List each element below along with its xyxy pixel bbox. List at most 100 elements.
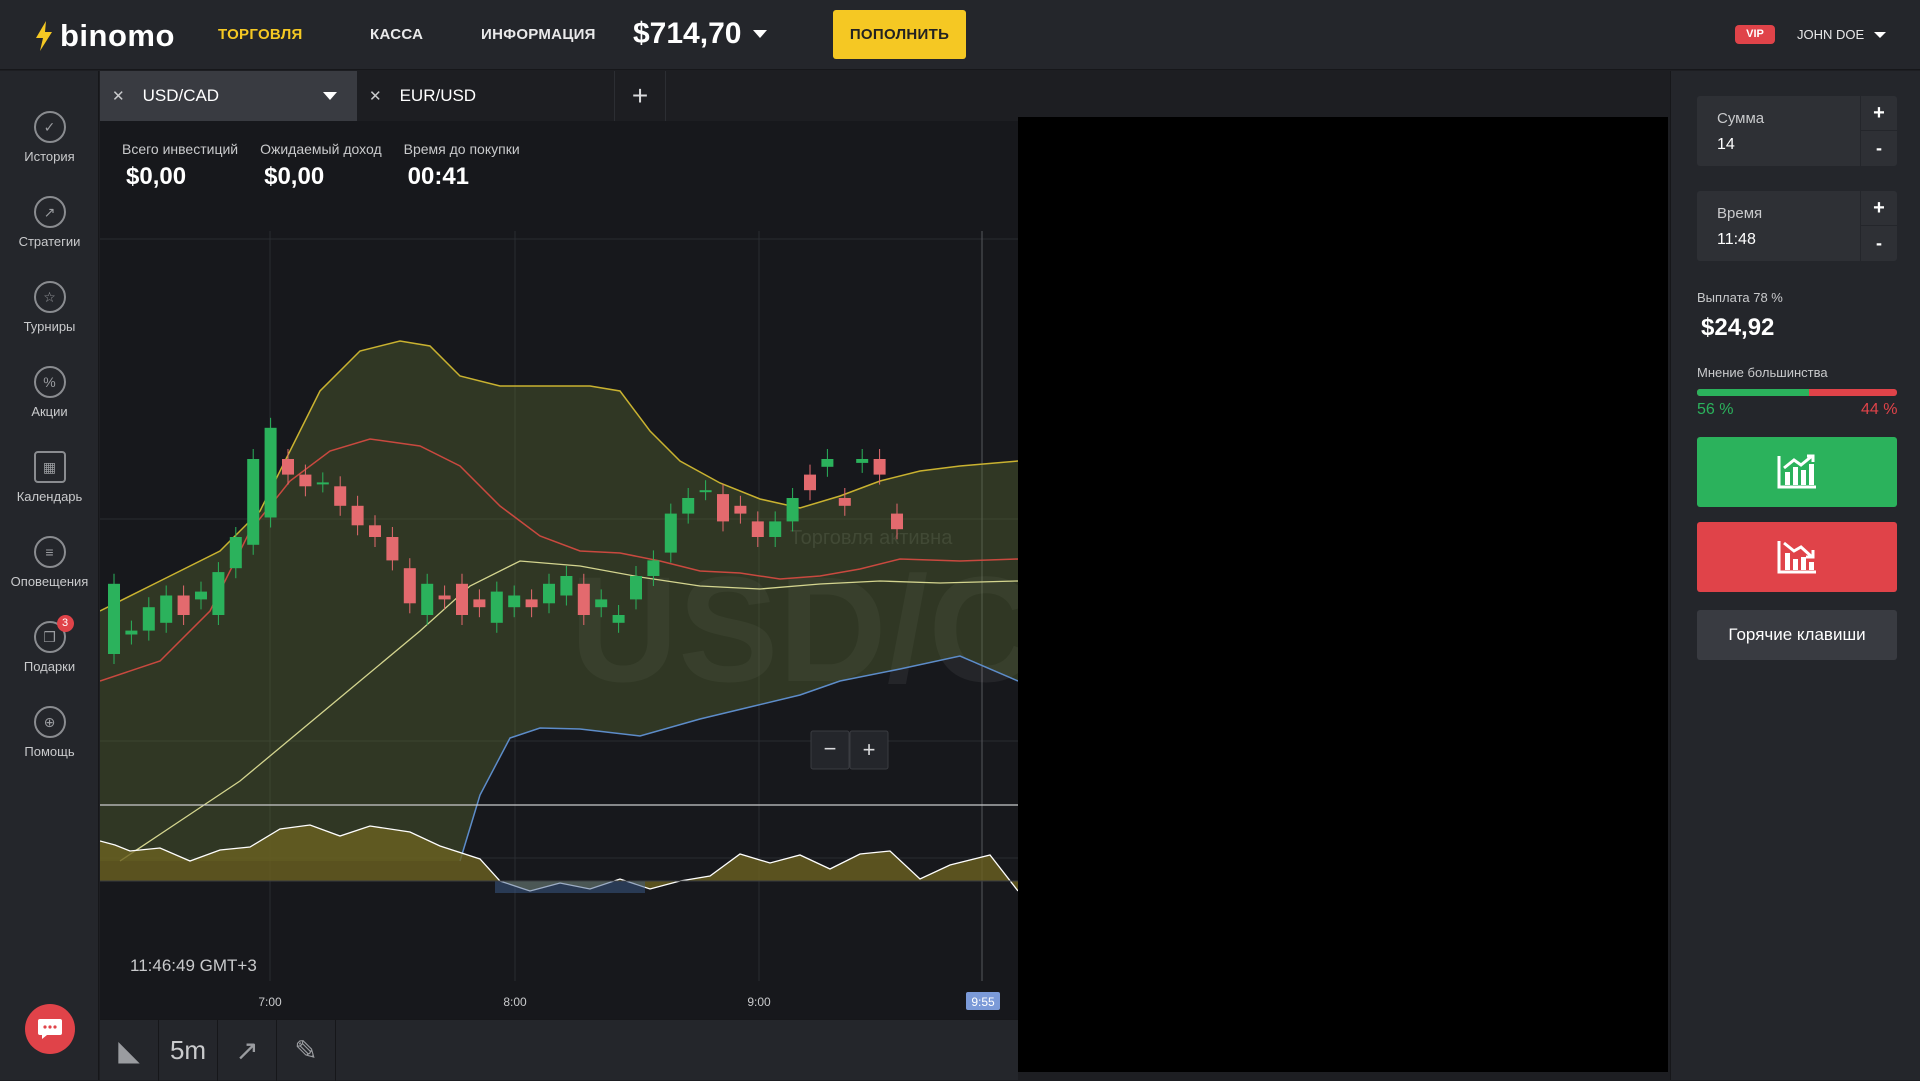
opinion-up-percent: 56 % (1697, 401, 1734, 418)
asset-tabs: ✕ USD/CAD ✕ EUR/USD + (100, 71, 1670, 121)
add-tab-button[interactable]: + (614, 71, 666, 121)
tab-usd-cad[interactable]: ✕ USD/CAD (100, 71, 357, 121)
candle (838, 498, 851, 506)
majority-opinion-label: Мнение большинства (1697, 365, 1828, 380)
timeframe-button[interactable]: 5m (159, 1020, 218, 1081)
chevron-down-icon[interactable] (323, 92, 337, 100)
sidebar-item-tournaments[interactable]: ☆ Турниры (0, 281, 99, 334)
sidebar-item-label: История (24, 149, 75, 164)
candle (473, 599, 486, 608)
user-name: JOHN DOE (1797, 27, 1865, 42)
candle (525, 599, 538, 608)
time-decrease-button[interactable]: - (1860, 226, 1897, 261)
stat-expected: Ожидаемый доход $0,00 (260, 141, 382, 191)
time-increase-button[interactable]: + (1860, 191, 1897, 226)
tab-label: USD/CAD (142, 86, 220, 105)
sidebar-item-label: Турниры (23, 319, 76, 334)
price-chart[interactable]: USD/C Торговля активна − + 11:46:49 GMT+… (100, 121, 1018, 1019)
candle (160, 595, 173, 623)
candle (438, 595, 451, 600)
candle (108, 583, 120, 654)
chart-area[interactable]: Всего инвестиций $0,00 Ожидаемый доход $… (100, 121, 1018, 1019)
chart-type-button[interactable]: ◣ (100, 1020, 159, 1081)
sidebar-item-history[interactable]: ✓ История (0, 111, 99, 164)
candle (873, 459, 886, 475)
candle (508, 595, 521, 608)
stat-label: Всего инвестиций (122, 141, 239, 157)
sidebar-item-help[interactable]: ⊕ Помощь (0, 706, 99, 759)
buy-up-button[interactable] (1697, 437, 1897, 507)
candle (282, 459, 294, 475)
candle (664, 513, 677, 553)
sidebar-item-label: Оповещения (10, 574, 89, 589)
close-icon[interactable]: ✕ (112, 88, 125, 105)
candle (734, 505, 747, 514)
nav-trading[interactable]: ТОРГОВЛЯ (218, 26, 303, 43)
stat-value: 00:41 (407, 163, 470, 190)
sidebar-item-promotions[interactable]: % Акции (0, 366, 99, 419)
chat-button[interactable] (25, 1004, 75, 1054)
drawing-tools-button[interactable]: ✎ (277, 1020, 336, 1081)
percent-icon: % (33, 366, 66, 398)
chat-icon (38, 1019, 62, 1039)
majority-opinion-bar (1697, 389, 1897, 396)
candle (456, 583, 468, 615)
user-menu[interactable]: JOHN DOE (1797, 27, 1887, 42)
candle (630, 576, 642, 600)
amount-value[interactable]: 14 (1717, 136, 1735, 153)
candle (769, 521, 782, 537)
candle (125, 630, 138, 635)
logo[interactable]: binomo (34, 18, 175, 54)
hotkeys-button[interactable]: Горячие клавиши (1697, 610, 1897, 660)
oscillator-area (100, 825, 1018, 891)
check-icon: ✓ (33, 111, 66, 143)
amount-field[interactable]: Сумма 14 + - (1697, 96, 1897, 166)
plus-icon: + (631, 80, 649, 111)
buy-down-button[interactable] (1697, 522, 1897, 592)
candle (647, 560, 660, 576)
notification-badge: 3 (56, 615, 74, 632)
balance-value: $714,70 (633, 17, 742, 50)
amount-increase-button[interactable]: + (1860, 96, 1897, 131)
bollinger-band (100, 341, 1018, 861)
plus-icon[interactable]: + (863, 737, 876, 762)
candle (682, 498, 695, 514)
asset-watermark: USD/C (570, 545, 1018, 713)
candle (786, 498, 799, 522)
sidebar-item-calendar[interactable]: ▦ Календарь (0, 451, 99, 504)
zoom-controls[interactable]: − + (810, 730, 889, 770)
sidebar-item-strategies[interactable]: ↗ Стратегии (0, 196, 99, 249)
sidebar-item-label: Стратегии (18, 234, 81, 249)
sidebar-item-label: Акции (31, 404, 68, 419)
tab-eur-usd[interactable]: ✕ EUR/USD (357, 71, 614, 121)
lightning-icon (36, 21, 52, 51)
vip-badge: VIP (1735, 25, 1775, 44)
bell-icon: ≡ (33, 536, 66, 568)
area-chart-icon: ◣ (118, 1035, 140, 1066)
amount-decrease-button[interactable]: - (1860, 131, 1897, 166)
balance-selector[interactable]: $714,70 (633, 17, 768, 51)
candle (577, 583, 590, 615)
candle (195, 591, 207, 600)
sidebar-item-gifts[interactable]: ❒ 3 Подарки (0, 615, 99, 674)
candle (212, 572, 225, 615)
stat-value: $0,00 (264, 163, 325, 190)
candle (369, 525, 381, 537)
time-field[interactable]: Время 11:48 + - (1697, 191, 1897, 261)
minus-icon[interactable]: − (824, 736, 837, 761)
current-time-marker: 9:55 (971, 995, 995, 1009)
time-value[interactable]: 11:48 (1717, 231, 1756, 248)
indicators-button[interactable]: ↗ (218, 1020, 277, 1081)
sidebar-item-notifications[interactable]: ≡ Оповещения (0, 536, 99, 589)
nav-cashier[interactable]: КАССА (370, 26, 424, 43)
calendar-icon: ▦ (33, 451, 66, 483)
candle (403, 568, 416, 604)
candle (386, 537, 399, 561)
close-icon[interactable]: ✕ (369, 88, 382, 105)
candle (264, 427, 277, 518)
nav-info[interactable]: ИНФОРМАЦИЯ (481, 26, 596, 43)
stat-label: Время до покупки (403, 141, 520, 157)
candle (856, 459, 869, 463)
candle (490, 591, 503, 623)
deposit-button[interactable]: ПОПОЛНИТЬ (833, 10, 966, 59)
